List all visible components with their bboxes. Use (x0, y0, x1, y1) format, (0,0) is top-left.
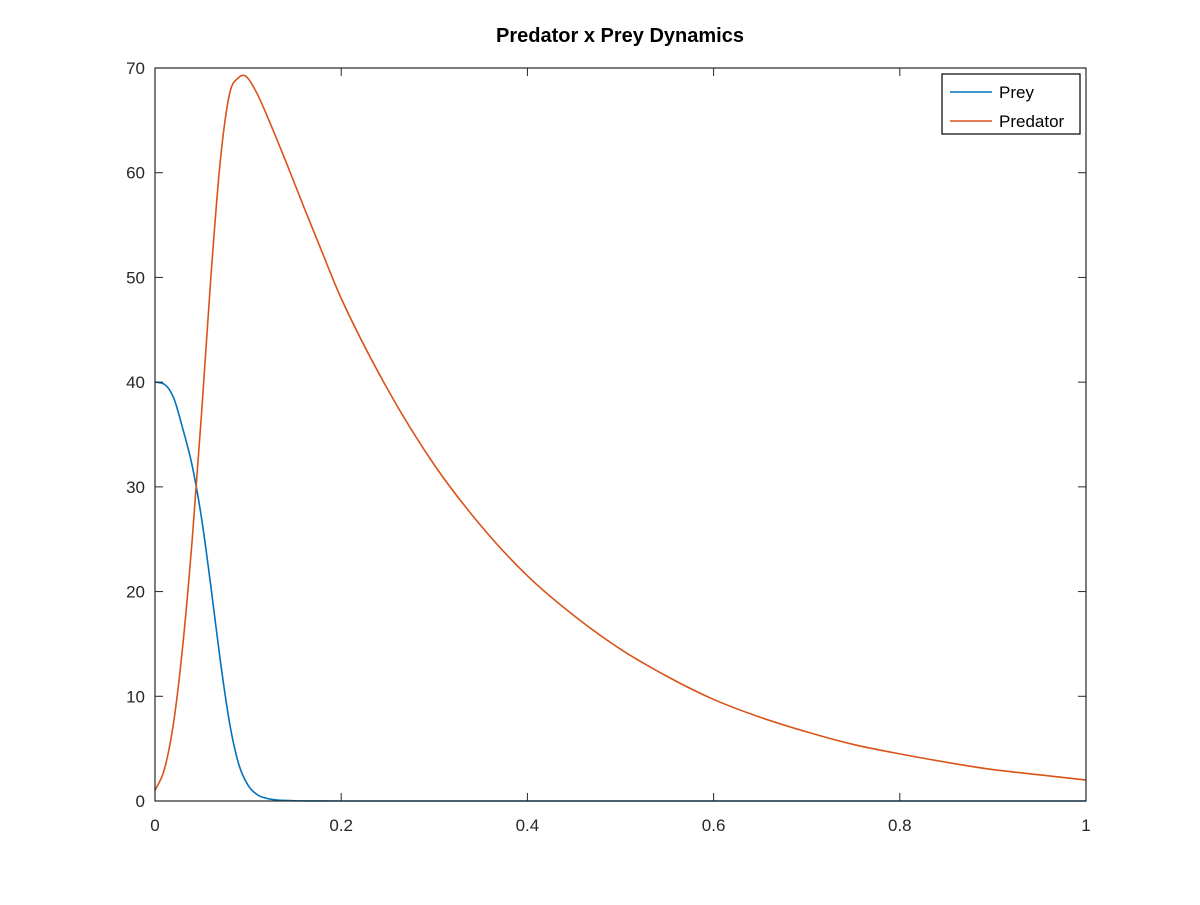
x-tick-label: 0.4 (516, 816, 540, 835)
y-tick-label: 40 (126, 373, 145, 392)
x-tick-label: 0.8 (888, 816, 912, 835)
y-tick-label: 10 (126, 687, 145, 706)
legend-box (941, 73, 1081, 135)
y-tick-label: 60 (126, 164, 145, 183)
x-tick-label: 0.6 (702, 816, 726, 835)
axes-box (155, 68, 1086, 801)
x-tick-label: 0 (150, 816, 159, 835)
y-tick-label: 50 (126, 268, 145, 287)
y-tick-label: 20 (126, 583, 145, 602)
legend-label-predator: Predator (999, 112, 1065, 131)
legend-label-prey: Prey (999, 83, 1034, 102)
y-tick-label: 0 (136, 792, 145, 811)
x-tick-label: 0.2 (329, 816, 353, 835)
legend: Prey Predator (941, 73, 1081, 135)
y-tick-label: 70 (126, 59, 145, 78)
x-tick-label: 1 (1081, 816, 1090, 835)
chart-title: Predator x Prey Dynamics (496, 25, 744, 47)
series-line-predator (154, 74, 1087, 791)
y-tick-label: 30 (126, 478, 145, 497)
axes-frame (154, 67, 1087, 802)
